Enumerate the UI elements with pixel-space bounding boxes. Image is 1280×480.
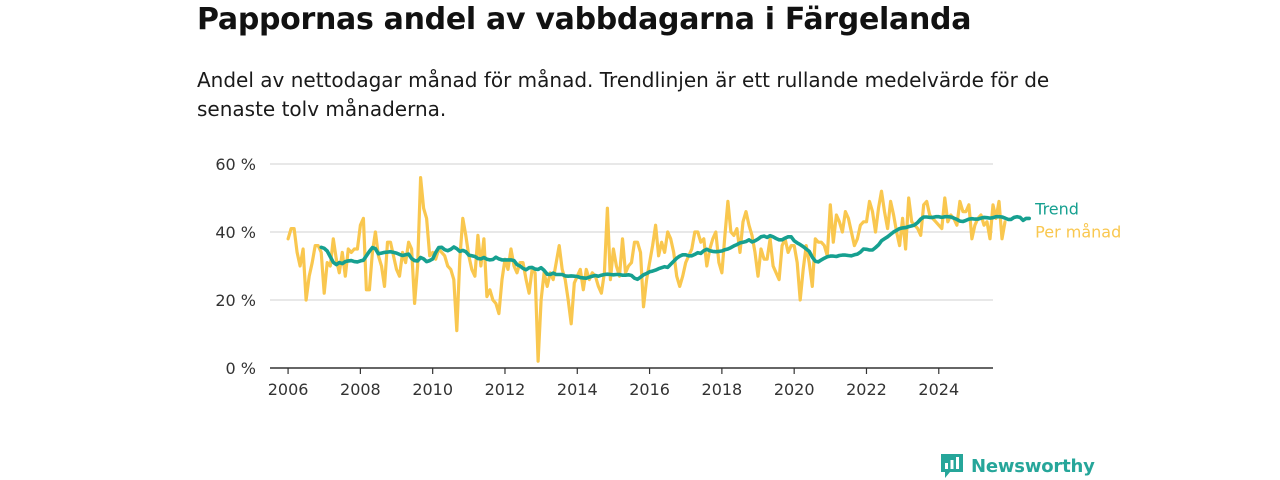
x-tick-label: 2016 <box>629 380 670 399</box>
series-per-manad <box>286 176 1007 363</box>
series-labels: Trend Per månad <box>1034 199 1121 241</box>
x-axis: 2006 2008 2010 2012 2014 2016 2018 2020 2022 2024 <box>268 367 993 399</box>
grid-lines <box>270 163 993 301</box>
x-tick-label: 2024 <box>918 380 959 399</box>
newsworthy-logo: Newsworthy <box>939 452 1095 480</box>
trend-line <box>319 214 1031 282</box>
y-tick-label: 20 % <box>215 291 256 310</box>
y-tick-label: 60 % <box>215 155 256 174</box>
y-tick-label: 40 % <box>215 223 256 242</box>
monthly-line <box>286 176 1007 363</box>
x-tick-label: 2022 <box>846 380 887 399</box>
chart-title: Pappornas andel av vabbdagarna i Färgela… <box>197 2 972 37</box>
x-tick-label: 2020 <box>774 380 815 399</box>
x-tick-label: 2014 <box>557 380 598 399</box>
label-per-manad: Per månad <box>1035 222 1121 241</box>
x-tick-label: 2006 <box>268 380 309 399</box>
x-tick-label: 2008 <box>340 380 381 399</box>
y-axis-labels: 0 % 20 % 40 % 60 % <box>215 155 256 378</box>
label-trend: Trend <box>1034 199 1079 218</box>
x-tick-label: 2010 <box>412 380 453 399</box>
x-tick-label: 2012 <box>485 380 526 399</box>
y-tick-label: 0 % <box>226 359 256 378</box>
series-trend <box>319 214 1031 282</box>
x-tick-label: 2018 <box>702 380 743 399</box>
newsworthy-logo-text: Newsworthy <box>971 455 1095 477</box>
newsworthy-logo-icon <box>941 454 963 478</box>
chart-subtitle: Andel av nettodagar månad för månad. Tre… <box>197 68 1050 121</box>
